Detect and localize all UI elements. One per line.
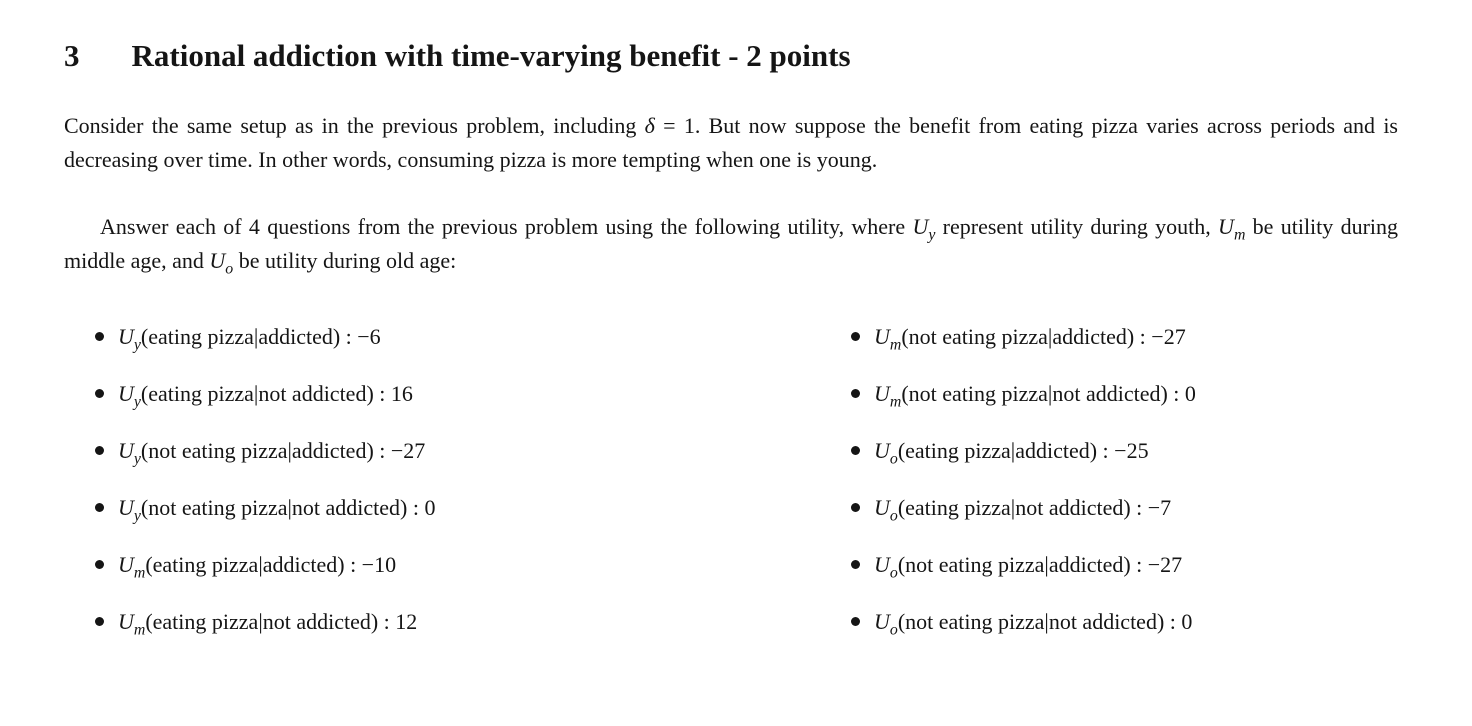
utility-condition-value: (not eating pizza|not addicted) : 0 bbox=[897, 609, 1193, 634]
utility-condition-value: (not eating pizza|addicted) : −27 bbox=[140, 438, 426, 463]
utility-column-left: Uy(eating pizza|addicted) : −6 Uy(eating … bbox=[64, 322, 731, 639]
paragraph-text: Answer each of 4 questions from the prev… bbox=[100, 214, 913, 239]
document-page: 3 Rational addiction with time-varying be… bbox=[64, 36, 1398, 639]
math-subscript: o bbox=[889, 564, 898, 582]
utility-list-left: Uy(eating pizza|addicted) : −6 Uy(eating … bbox=[95, 322, 731, 639]
utility-item: Uo(eating pizza|addicted) : −25 bbox=[851, 436, 1398, 468]
paragraph-text: be utility during old age: bbox=[233, 248, 457, 273]
instructions-paragraph: Answer each of 4 questions from the prev… bbox=[64, 210, 1398, 278]
paragraph-text: Consider the same setup as in the previo… bbox=[64, 113, 645, 138]
paragraph-text: = 1. But now suppose the benefit from ea… bbox=[64, 113, 1398, 172]
utility-item: Um(not eating pizza|not addicted) : 0 bbox=[851, 379, 1398, 411]
utility-condition-value: (eating pizza|not addicted) : 16 bbox=[140, 381, 413, 406]
math-subscript: m bbox=[889, 393, 902, 411]
utility-item: Uy(eating pizza|addicted) : −6 bbox=[95, 322, 731, 354]
utility-condition-value: (not eating pizza|not addicted) : 0 bbox=[140, 495, 436, 520]
utility-item: Uo(not eating pizza|addicted) : −27 bbox=[851, 550, 1398, 582]
utility-item: Um(eating pizza|not addicted) : 12 bbox=[95, 607, 731, 639]
utility-condition-value: (not eating pizza|addicted) : −27 bbox=[897, 552, 1183, 577]
utility-condition-value: (eating pizza|addicted) : −25 bbox=[897, 438, 1149, 463]
utility-list-right: Um(not eating pizza|addicted) : −27 Um(no… bbox=[851, 322, 1398, 639]
math-subscript: o bbox=[225, 260, 234, 278]
math-symbol: U bbox=[118, 381, 134, 406]
utility-item: Um(not eating pizza|addicted) : −27 bbox=[851, 322, 1398, 354]
math-symbol: U bbox=[209, 248, 226, 273]
math-subscript: m bbox=[1233, 226, 1246, 244]
utility-column-right: Um(not eating pizza|addicted) : −27 Um(no… bbox=[731, 322, 1398, 639]
math-symbol: U bbox=[874, 609, 890, 634]
math-symbol: U bbox=[118, 609, 134, 634]
section-number: 3 bbox=[64, 38, 80, 73]
utility-item: Uo(eating pizza|not addicted) : −7 bbox=[851, 493, 1398, 525]
math-symbol: U bbox=[118, 552, 134, 577]
math-symbol: U bbox=[118, 438, 134, 463]
utility-item: Um(eating pizza|addicted) : −10 bbox=[95, 550, 731, 582]
math-subscript: o bbox=[889, 507, 898, 525]
section-heading: 3 Rational addiction with time-varying be… bbox=[64, 36, 1398, 76]
math-subscript: o bbox=[889, 621, 898, 639]
math-symbol: U bbox=[1218, 214, 1234, 239]
math-symbol: U bbox=[912, 214, 929, 239]
paragraph-text: be utility during middle age, and bbox=[64, 214, 1399, 273]
math-subscript: y bbox=[133, 336, 141, 354]
utility-item: Uy(not eating pizza|not addicted) : 0 bbox=[95, 493, 731, 525]
utility-condition-value: (not eating pizza|addicted) : −27 bbox=[901, 324, 1186, 349]
utility-condition-value: (eating pizza|not addicted) : −7 bbox=[897, 495, 1172, 520]
math-subscript: y bbox=[133, 450, 141, 468]
math-subscript: y bbox=[133, 507, 141, 525]
utility-item: Uy(not eating pizza|addicted) : −27 bbox=[95, 436, 731, 468]
utility-list-columns: Uy(eating pizza|addicted) : −6 Uy(eating … bbox=[64, 322, 1398, 639]
math-subscript: y bbox=[133, 393, 141, 411]
intro-paragraph: Consider the same setup as in the previo… bbox=[64, 109, 1398, 177]
utility-item: Uy(eating pizza|not addicted) : 16 bbox=[95, 379, 731, 411]
math-subscript: m bbox=[133, 564, 146, 582]
utility-condition-value: (eating pizza|addicted) : −10 bbox=[145, 552, 397, 577]
math-symbol: δ bbox=[644, 113, 655, 138]
utility-condition-value: (eating pizza|not addicted) : 12 bbox=[145, 609, 418, 634]
math-subscript: m bbox=[889, 336, 902, 354]
math-subscript: y bbox=[928, 226, 936, 244]
math-symbol: U bbox=[874, 438, 890, 463]
math-symbol: U bbox=[874, 381, 890, 406]
math-subscript: m bbox=[133, 621, 146, 639]
section-title: Rational addiction with time-varying ben… bbox=[131, 38, 851, 73]
utility-condition-value: (not eating pizza|not addicted) : 0 bbox=[901, 381, 1196, 406]
math-symbol: U bbox=[874, 324, 890, 349]
math-symbol: U bbox=[118, 495, 134, 520]
math-symbol: U bbox=[118, 324, 134, 349]
math-symbol: U bbox=[874, 495, 890, 520]
math-symbol: U bbox=[874, 552, 890, 577]
utility-item: Uo(not eating pizza|not addicted) : 0 bbox=[851, 607, 1398, 639]
math-subscript: o bbox=[889, 450, 898, 468]
paragraph-text: represent utility during youth, bbox=[935, 214, 1219, 239]
utility-condition-value: (eating pizza|addicted) : −6 bbox=[140, 324, 381, 349]
